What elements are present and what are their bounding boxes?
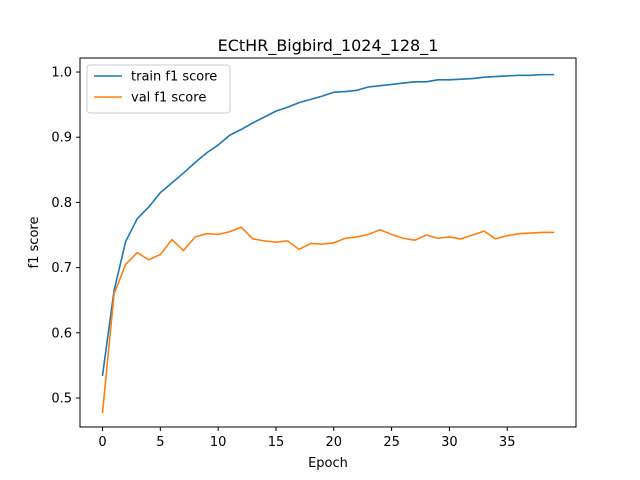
legend: train f1 score val f1 score: [86, 64, 231, 114]
y-tick-label: 0.7: [51, 261, 72, 276]
y-tick-label: 0.6: [51, 326, 72, 341]
y-tick-label: 0.9: [51, 131, 72, 146]
x-tick-label: 30: [441, 435, 458, 450]
chart-title: ECtHR_Bigbird_1024_128_1: [218, 36, 439, 56]
series-layer: [101, 73, 555, 414]
series-line-1: [101, 226, 555, 414]
y-axis-label: f1 score: [27, 217, 42, 269]
y-tick-label: 0.8: [51, 196, 72, 211]
x-axis-ticks: 0 5 10 15 20 25 30 35: [98, 427, 515, 450]
y-axis-ticks: 0.5 0.6 0.7 0.8 0.9 1.0: [51, 66, 80, 406]
legend-label-0: train f1 score: [131, 70, 217, 85]
legend-label-1: val f1 score: [131, 91, 206, 106]
legend-box: [86, 64, 231, 114]
series-line-0: [101, 73, 555, 377]
x-tick-label: 35: [499, 435, 516, 450]
plot-frame: [79, 57, 577, 428]
x-tick-label: 5: [156, 435, 164, 450]
x-tick-label: 15: [268, 435, 285, 450]
x-tick-label: 10: [210, 435, 227, 450]
x-axis-label: Epoch: [308, 456, 348, 471]
x-tick-label: 25: [383, 435, 400, 450]
y-tick-label: 1.0: [51, 66, 72, 81]
x-tick-label: 20: [326, 435, 343, 450]
x-tick-label: 0: [98, 435, 106, 450]
y-tick-label: 0.5: [51, 391, 72, 406]
